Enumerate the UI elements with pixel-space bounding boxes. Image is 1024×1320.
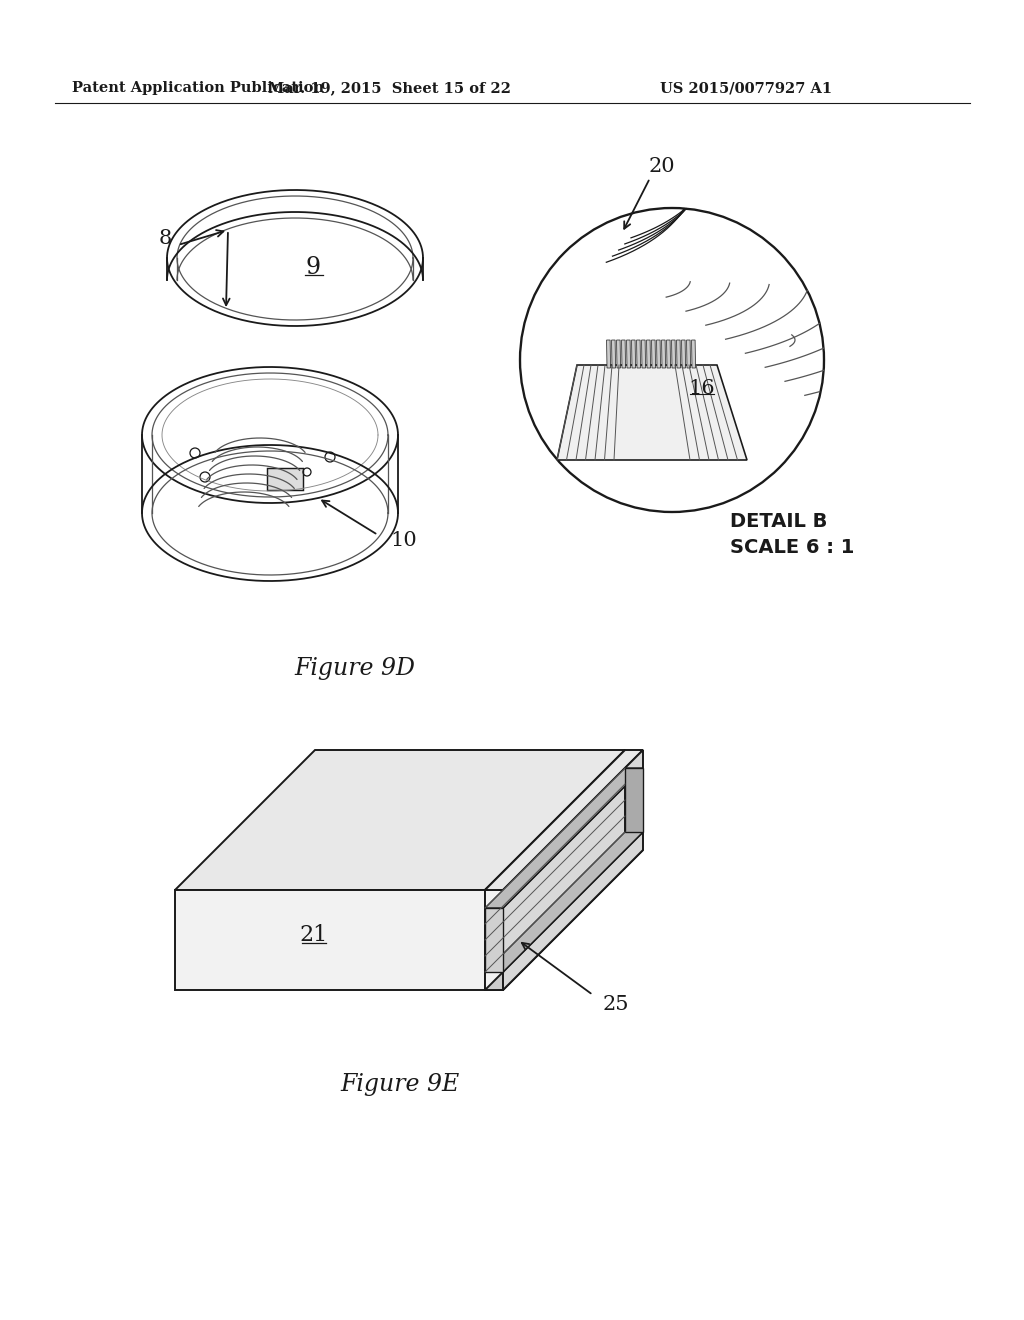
Text: 9: 9 [305,256,321,280]
Text: Figure 9D: Figure 9D [295,656,416,680]
Text: 21: 21 [300,924,328,946]
Polygon shape [682,341,685,368]
Text: 10: 10 [390,531,417,549]
Polygon shape [175,750,625,890]
Polygon shape [627,341,631,368]
Polygon shape [667,341,671,368]
Text: 20: 20 [648,157,675,176]
Polygon shape [622,341,626,368]
Polygon shape [672,341,676,368]
Polygon shape [485,750,643,890]
Polygon shape [485,832,643,972]
Polygon shape [267,469,303,490]
Text: Figure 9E: Figure 9E [340,1073,460,1097]
Polygon shape [485,850,643,990]
Polygon shape [503,832,643,990]
Polygon shape [616,341,621,368]
Text: DETAIL B: DETAIL B [730,512,827,531]
Polygon shape [175,890,485,990]
Polygon shape [687,341,690,368]
Polygon shape [642,341,645,368]
Polygon shape [625,768,643,832]
Polygon shape [485,890,503,908]
Text: Patent Application Publication: Patent Application Publication [72,81,324,95]
Polygon shape [503,750,643,908]
Text: US 2015/0077927 A1: US 2015/0077927 A1 [660,81,833,95]
Polygon shape [637,341,640,368]
Polygon shape [557,366,746,459]
Polygon shape [485,908,503,972]
Polygon shape [485,768,643,908]
Text: SCALE 6 : 1: SCALE 6 : 1 [730,539,854,557]
Polygon shape [656,341,660,368]
Polygon shape [651,341,655,368]
Polygon shape [646,341,650,368]
Polygon shape [691,341,695,368]
Text: Mar. 19, 2015  Sheet 15 of 22: Mar. 19, 2015 Sheet 15 of 22 [268,81,512,95]
Polygon shape [677,341,681,368]
Text: 25: 25 [603,995,630,1015]
Polygon shape [485,750,625,990]
Polygon shape [611,341,615,368]
Polygon shape [662,341,666,368]
Text: 8: 8 [159,228,172,248]
Polygon shape [606,341,610,368]
Text: 16: 16 [689,379,716,397]
Polygon shape [632,341,636,368]
Polygon shape [485,972,503,990]
